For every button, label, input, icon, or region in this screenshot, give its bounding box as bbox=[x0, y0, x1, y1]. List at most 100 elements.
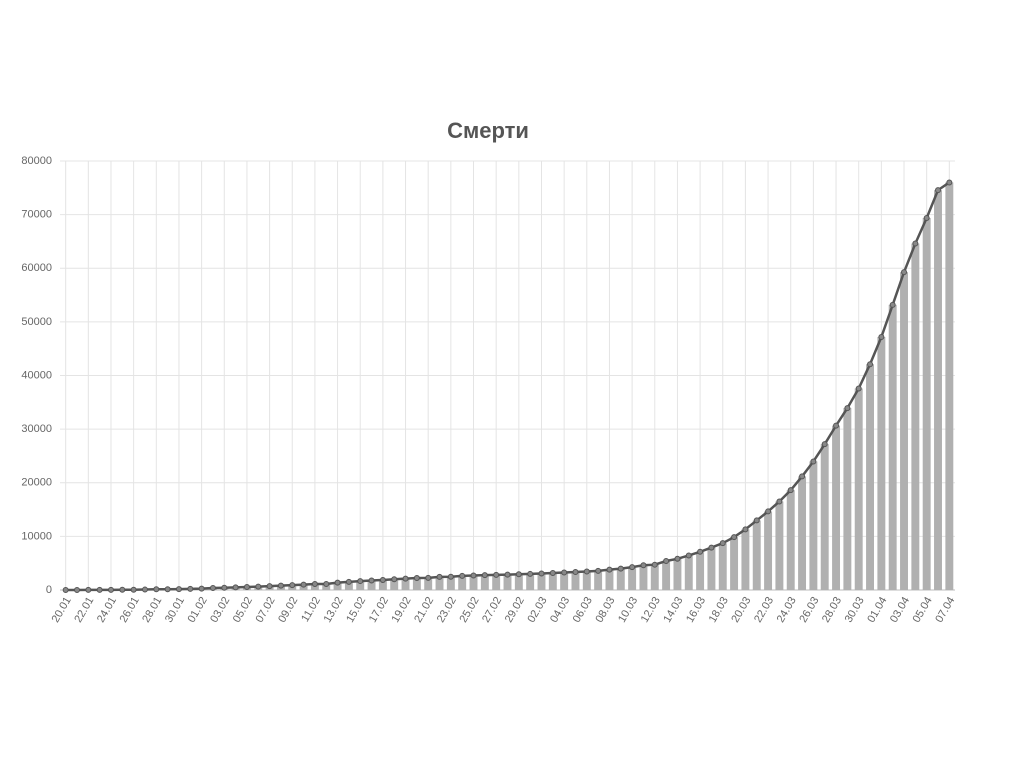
point bbox=[607, 567, 612, 572]
point bbox=[86, 587, 91, 592]
x-tick-label: 29.02 bbox=[503, 595, 527, 625]
x-tick-label: 28.01 bbox=[140, 595, 164, 625]
bar bbox=[707, 548, 715, 590]
bar bbox=[787, 490, 795, 590]
point bbox=[244, 584, 249, 589]
x-tick-label: 08.03 bbox=[593, 595, 617, 625]
point bbox=[380, 577, 385, 582]
point bbox=[822, 442, 827, 447]
point bbox=[890, 302, 895, 307]
point bbox=[369, 578, 374, 583]
point bbox=[290, 583, 295, 588]
point bbox=[664, 559, 669, 564]
point bbox=[154, 587, 159, 592]
bar bbox=[719, 543, 727, 590]
x-tick-label: 25.02 bbox=[457, 595, 481, 625]
bar bbox=[617, 569, 625, 590]
point bbox=[403, 576, 408, 581]
point bbox=[630, 565, 635, 570]
point bbox=[618, 566, 623, 571]
y-tick-label: 70000 bbox=[21, 209, 52, 221]
point bbox=[210, 586, 215, 591]
point bbox=[596, 568, 601, 573]
bar bbox=[673, 559, 681, 590]
chart-title: Смерти bbox=[447, 118, 529, 143]
point bbox=[698, 549, 703, 554]
bar bbox=[605, 570, 613, 590]
x-tick-label: 07.04 bbox=[933, 595, 957, 625]
bar bbox=[809, 461, 817, 590]
bar bbox=[945, 182, 953, 590]
y-tick-label: 30000 bbox=[21, 423, 52, 435]
point bbox=[913, 241, 918, 246]
point bbox=[902, 270, 907, 275]
x-tick-label: 03.04 bbox=[888, 595, 912, 625]
y-tick-label: 20000 bbox=[21, 477, 52, 489]
point bbox=[358, 579, 363, 584]
x-tick-label: 18.03 bbox=[707, 595, 731, 625]
point bbox=[460, 573, 465, 578]
x-tick-label: 15.02 bbox=[344, 595, 368, 625]
bar bbox=[934, 190, 942, 590]
x-tick-label: 16.03 bbox=[684, 595, 708, 625]
y-tick-label: 60000 bbox=[21, 262, 52, 274]
point bbox=[539, 571, 544, 576]
point bbox=[324, 582, 329, 587]
point bbox=[312, 582, 317, 587]
point bbox=[222, 585, 227, 590]
point bbox=[641, 563, 646, 568]
point bbox=[199, 586, 204, 591]
x-tick-label: 26.01 bbox=[118, 595, 142, 625]
bar bbox=[696, 552, 704, 590]
point bbox=[233, 585, 238, 590]
x-tick-label: 23.02 bbox=[435, 595, 459, 625]
bar bbox=[764, 511, 772, 590]
point bbox=[754, 518, 759, 523]
x-tick-label: 22.03 bbox=[752, 595, 776, 625]
bar bbox=[662, 561, 670, 590]
point bbox=[652, 562, 657, 567]
x-tick-label: 24.01 bbox=[95, 595, 119, 625]
point bbox=[188, 586, 193, 591]
y-tick-label: 0 bbox=[46, 584, 52, 596]
point bbox=[879, 334, 884, 339]
bar bbox=[730, 537, 738, 590]
point bbox=[562, 570, 567, 575]
x-tick-label: 04.03 bbox=[548, 595, 572, 625]
x-tick-label: 30.01 bbox=[163, 595, 187, 625]
point bbox=[743, 527, 748, 532]
point bbox=[550, 571, 555, 576]
point bbox=[471, 573, 476, 578]
bar bbox=[821, 444, 829, 590]
y-tick-label: 50000 bbox=[21, 316, 52, 328]
point bbox=[142, 587, 147, 592]
x-tick-label: 26.03 bbox=[797, 595, 821, 625]
bar bbox=[843, 408, 851, 590]
x-tick-label: 03.02 bbox=[208, 595, 232, 625]
point bbox=[675, 556, 680, 561]
point bbox=[686, 553, 691, 558]
point bbox=[108, 587, 113, 592]
bar bbox=[741, 529, 749, 590]
x-tick-label: 14.03 bbox=[661, 595, 685, 625]
x-tick-label: 20.01 bbox=[50, 595, 74, 625]
x-tick-label: 24.03 bbox=[775, 595, 799, 625]
bar bbox=[911, 244, 919, 590]
point bbox=[97, 587, 102, 592]
bar bbox=[685, 555, 693, 590]
point bbox=[573, 570, 578, 575]
bar bbox=[877, 337, 885, 590]
bar bbox=[900, 272, 908, 590]
y-tick-label: 40000 bbox=[21, 369, 52, 381]
point bbox=[267, 584, 272, 589]
bar bbox=[628, 567, 636, 590]
x-tick-label: 28.03 bbox=[820, 595, 844, 625]
y-tick-label: 10000 bbox=[21, 530, 52, 542]
point bbox=[856, 386, 861, 391]
point bbox=[346, 579, 351, 584]
point bbox=[732, 535, 737, 540]
point bbox=[811, 459, 816, 464]
bar bbox=[798, 476, 806, 590]
point bbox=[482, 573, 487, 578]
